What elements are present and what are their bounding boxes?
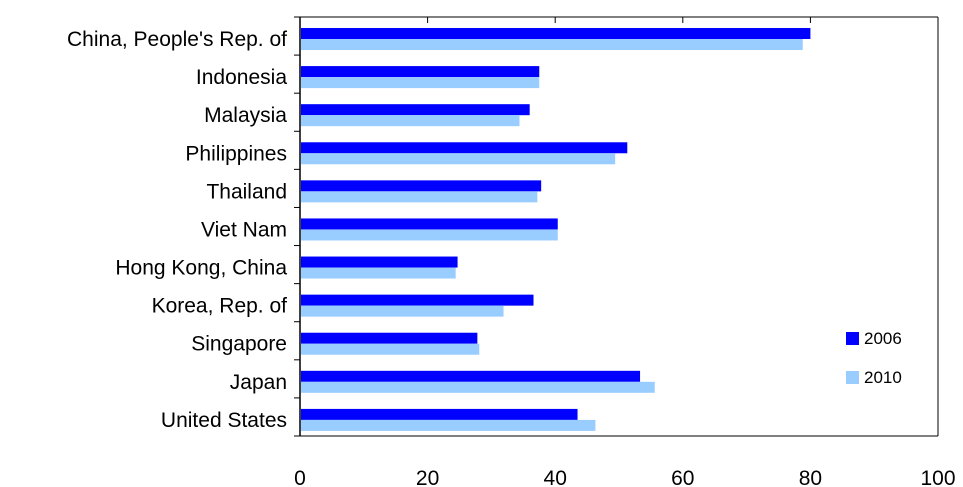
category-label: China, People's Rep. of xyxy=(67,28,287,51)
bar-2010 xyxy=(301,267,456,279)
bar-2006 xyxy=(301,180,542,192)
category-label: Viet Nam xyxy=(201,218,287,241)
category-label: Philippines xyxy=(185,142,287,165)
bar-2006 xyxy=(301,28,811,39)
bar-2006 xyxy=(301,332,478,344)
bars-group xyxy=(301,28,811,431)
x-tick-label: 80 xyxy=(799,467,822,487)
category-label: Malaysia xyxy=(204,104,287,127)
bar-2010 xyxy=(301,153,616,165)
legend-swatch-2010 xyxy=(846,371,859,384)
x-tick-label: 60 xyxy=(671,467,694,487)
x-tick-label: 0 xyxy=(294,467,306,487)
plot-area xyxy=(294,16,939,437)
bar-2006 xyxy=(301,294,534,306)
x-tick-label: 20 xyxy=(416,467,439,487)
legend-label-2006: 2006 xyxy=(864,329,902,348)
category-label: Indonesia xyxy=(196,66,287,89)
category-label: Korea, Rep. of xyxy=(152,295,288,318)
bar-2006 xyxy=(301,256,458,268)
legend: 2006 2010 xyxy=(846,329,902,387)
bar-2006 xyxy=(301,142,628,154)
bar-2010 xyxy=(301,229,558,241)
bar-2010 xyxy=(301,77,540,89)
category-label: Thailand xyxy=(206,180,287,203)
category-label: United States xyxy=(161,409,287,432)
bar-2010 xyxy=(301,343,480,355)
bar-2006 xyxy=(301,408,578,420)
bar-2010 xyxy=(301,305,504,317)
category-label: Hong Kong, China xyxy=(115,257,287,280)
x-axis: 0 20 40 60 80 100 xyxy=(294,467,955,487)
bar-2010 xyxy=(301,39,803,50)
bar-2010 xyxy=(301,381,655,393)
legend-label-2010: 2010 xyxy=(864,368,902,387)
bar-2006 xyxy=(301,104,530,116)
category-label: Japan xyxy=(230,371,287,394)
bar-2006 xyxy=(301,370,641,382)
bar-2006 xyxy=(301,66,540,78)
x-tick-label: 100 xyxy=(920,467,955,487)
category-labels: China, People's Rep. of Indonesia Malaysia… xyxy=(67,28,287,432)
x-tick-label: 40 xyxy=(544,467,567,487)
bar-2010 xyxy=(301,191,538,203)
bar-2010 xyxy=(301,419,596,431)
legend-swatch-2006 xyxy=(846,332,859,345)
category-label: Singapore xyxy=(191,333,287,356)
bar-2006 xyxy=(301,218,558,230)
bar-2010 xyxy=(301,115,520,127)
